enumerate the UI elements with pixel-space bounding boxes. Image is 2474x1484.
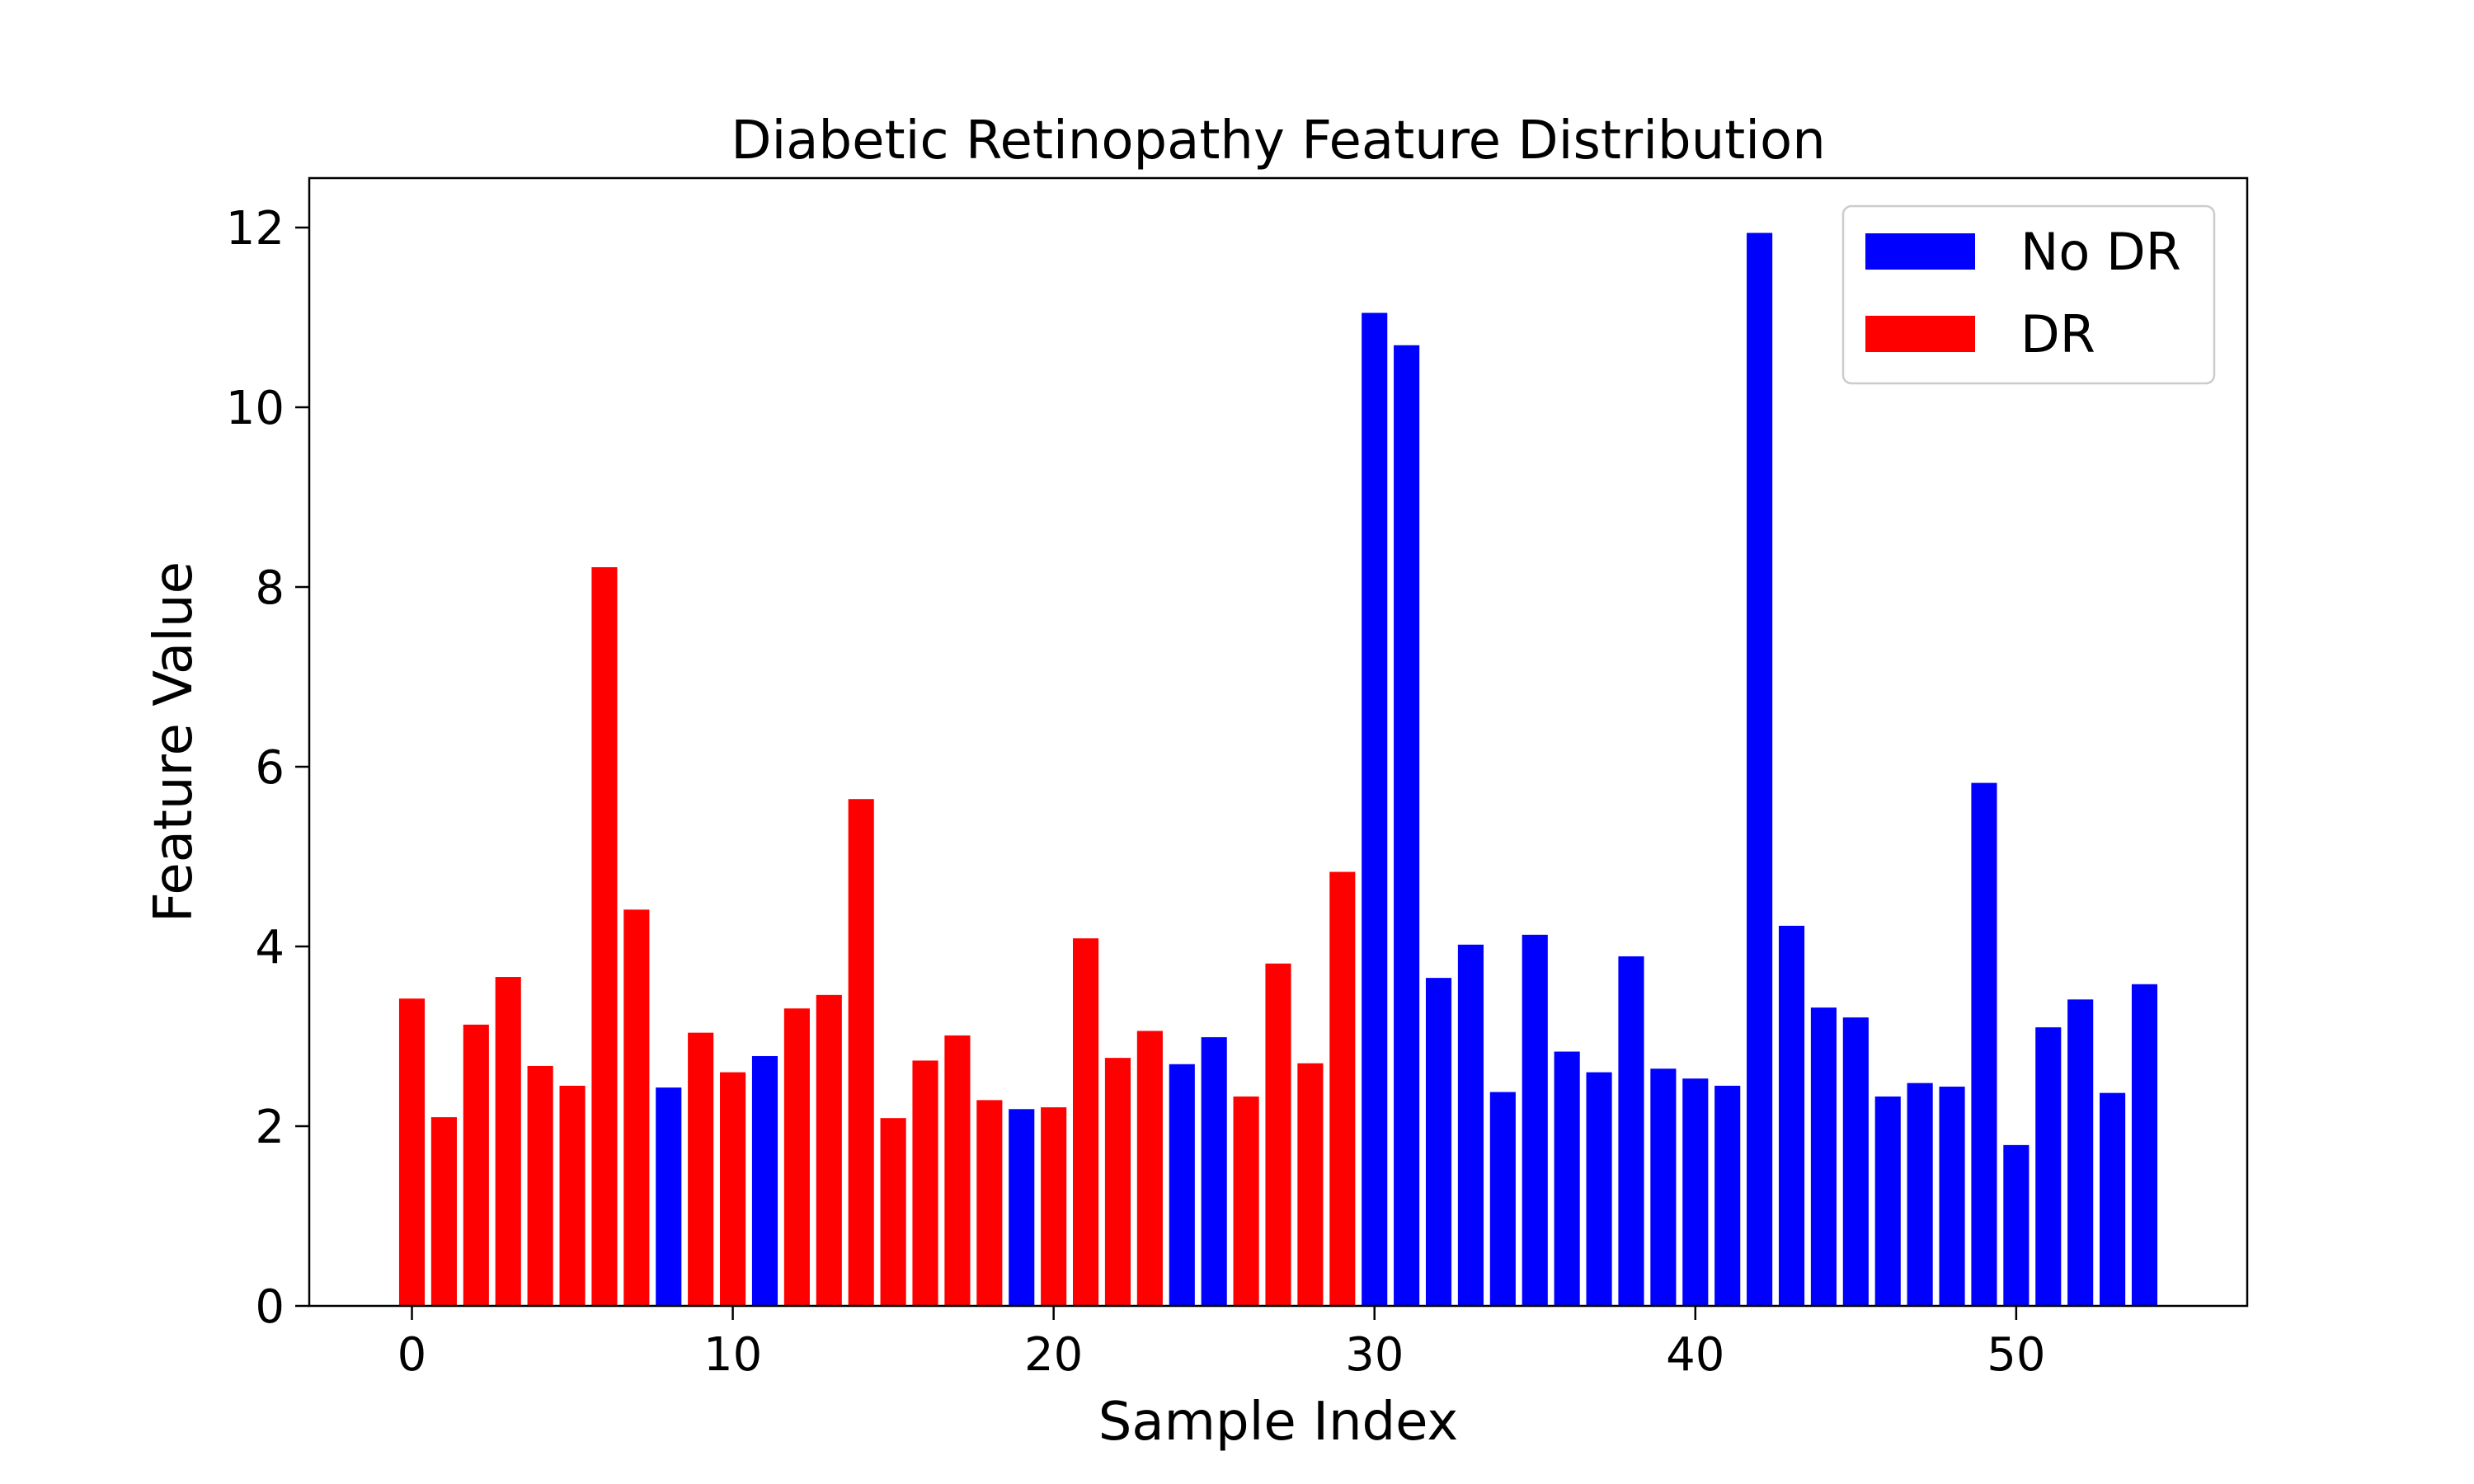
bar-52 [2067,999,2094,1306]
bar-19 [1009,1109,1035,1306]
chart-title: Diabetic Retinopathy Feature Distributio… [731,110,1826,171]
bar-6 [591,566,618,1306]
x-axis-label: Sample Index [1098,1392,1459,1453]
bar-16 [912,1060,938,1306]
x-tick-label-10: 10 [703,1328,762,1382]
y-tick-label-10: 10 [226,382,285,435]
bars-group [398,232,2158,1306]
bar-40 [1682,1078,1709,1306]
x-tick-label-40: 40 [1666,1328,1724,1382]
x-tick-label-20: 20 [1024,1328,1083,1382]
bar-31 [1394,345,1420,1306]
bar-20 [1041,1107,1067,1306]
bar-37 [1586,1072,1612,1306]
bar-45 [1842,1017,1869,1306]
bar-7 [623,909,650,1306]
bar-11 [751,1055,778,1306]
bar-47 [1907,1082,1933,1306]
bar-32 [1425,978,1452,1306]
bar-39 [1650,1068,1677,1306]
x-axis: 0 10 20 30 40 50 [397,1306,2046,1382]
plot-frame [308,176,2249,1308]
bar-27 [1265,963,1291,1306]
bar-18 [976,1100,1003,1306]
bar-10 [720,1072,746,1306]
y-axis: 0 2 4 6 8 10 12 [226,202,309,1334]
bar-21 [1072,938,1099,1306]
bar-48 [1939,1087,1965,1306]
bar-14 [848,799,874,1306]
bar-30 [1362,312,1388,1306]
y-tick-label-0: 0 [255,1280,285,1334]
bar-43 [1778,925,1805,1306]
y-tick-label-4: 4 [255,921,285,974]
legend-label-dr: DR [2020,304,2095,364]
bar-1 [430,1117,457,1306]
y-tick-label-12: 12 [226,202,285,256]
bar-9 [688,1032,714,1306]
legend-label-no-dr: No DR [2020,222,2181,282]
bar-29 [1329,871,1356,1306]
x-tick-label-50: 50 [1987,1328,2045,1382]
bar-41 [1714,1085,1741,1306]
y-tick-label-2: 2 [255,1101,285,1154]
bar-13 [816,994,842,1306]
bar-5 [559,1085,586,1306]
legend-swatch-dr [1865,316,1975,352]
x-tick-label-0: 0 [397,1328,427,1382]
y-tick-label-6: 6 [255,741,285,795]
bar-23 [1136,1031,1163,1306]
bar-26 [1233,1097,1259,1306]
bar-4 [527,1065,553,1306]
bar-3 [495,977,521,1306]
bar-8 [656,1087,682,1306]
bar-42 [1747,232,1773,1306]
bar-2 [463,1024,489,1306]
bar-53 [2100,1092,2126,1306]
y-axis-label: Feature Value [143,561,205,923]
bar-36 [1554,1051,1580,1306]
bar-46 [1874,1097,1901,1306]
bar-33 [1457,944,1484,1306]
bar-51 [2035,1027,2062,1306]
bar-44 [1810,1007,1837,1306]
bar-34 [1489,1092,1516,1306]
bar-25 [1201,1037,1227,1306]
bar-0 [398,998,426,1306]
bar-24 [1169,1064,1195,1306]
legend: No DR DR [1841,204,2216,385]
bar-35 [1522,934,1548,1306]
bar-38 [1618,956,1644,1306]
bar-54 [2131,984,2158,1306]
bar-28 [1297,1063,1324,1306]
bar-49 [1971,782,1997,1306]
bar-12 [783,1008,810,1306]
x-tick-label-30: 30 [1345,1328,1404,1382]
y-tick-label-8: 8 [255,561,285,615]
bar-22 [1104,1058,1131,1306]
bar-15 [880,1118,906,1306]
bar-17 [944,1035,971,1306]
legend-swatch-no-dr [1865,233,1975,270]
bar-50 [2003,1144,2030,1306]
